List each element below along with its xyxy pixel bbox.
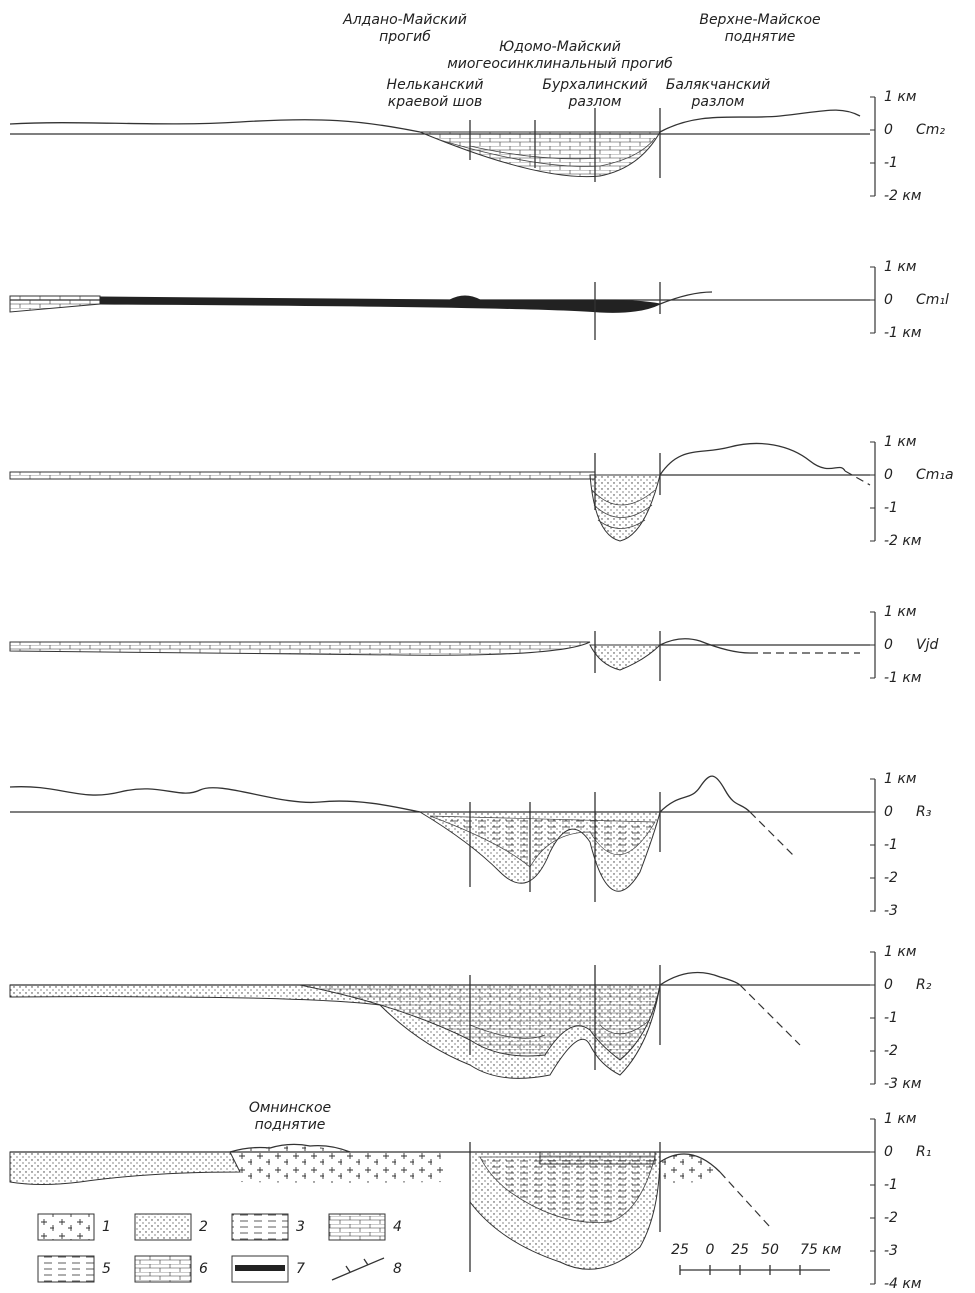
scale-label: 0 bbox=[884, 292, 893, 308]
scale-label: 0 bbox=[884, 467, 893, 483]
formation-label: Vjd bbox=[916, 637, 938, 653]
scale-label: -2 bbox=[884, 1210, 898, 1226]
formation-label: R₁ bbox=[916, 1144, 931, 1160]
structure-label: разлом bbox=[691, 94, 745, 110]
scale-label: 0 bbox=[884, 1144, 893, 1160]
scale-label: -1 bbox=[884, 837, 898, 853]
scale-bar-label: 0 bbox=[706, 1242, 715, 1258]
structure-label: краевой шов bbox=[388, 94, 483, 110]
section-diagram: Алдано-Майскийпрогиб Юдомо-Майскиймиогеос… bbox=[0, 0, 975, 1293]
annotation: Омнинское bbox=[249, 1100, 331, 1116]
scale-label: 1 км bbox=[884, 604, 917, 620]
formation-label: Cm₁a bbox=[916, 467, 954, 483]
formation-label: R₂ bbox=[916, 977, 932, 993]
scale-label: 1 км bbox=[884, 259, 917, 275]
panel-geometry bbox=[10, 282, 870, 340]
scale-bar-label: 25 bbox=[671, 1242, 689, 1258]
legend-number: 7 bbox=[296, 1261, 305, 1277]
scale-label: -3 bbox=[884, 1243, 898, 1259]
formation-label: Cm₂ bbox=[916, 122, 945, 138]
scale-label: 1 км bbox=[884, 89, 917, 105]
structure-label: Юдомо-Майский bbox=[499, 39, 621, 55]
legend-number: 5 bbox=[102, 1261, 111, 1277]
legend-number: 1 bbox=[102, 1219, 111, 1235]
scale-label: -1 км bbox=[884, 670, 922, 686]
scale-label: -3 bbox=[884, 903, 898, 919]
scale-label: -1 bbox=[884, 1177, 898, 1193]
structure-label: Алдано-Майский bbox=[342, 12, 467, 28]
scale-label: 1 км bbox=[884, 1111, 917, 1127]
scale-label: -1 bbox=[884, 155, 898, 171]
scale-label: -3 км bbox=[884, 1076, 922, 1092]
panel-geometry bbox=[10, 965, 870, 1078]
panel-geometry bbox=[10, 108, 870, 182]
scale-bar-label: 75 км bbox=[800, 1242, 842, 1258]
annotation: поднятие bbox=[255, 1117, 326, 1133]
scale-bar-label: 50 bbox=[761, 1242, 779, 1258]
scale-label: 0 bbox=[884, 637, 893, 653]
legend-number: 8 bbox=[393, 1261, 402, 1277]
scale-label: -2 км bbox=[884, 188, 922, 204]
structure-label: Верхне-Майское bbox=[699, 12, 820, 28]
scale-label: -1 bbox=[884, 1010, 898, 1026]
structure-label: Нельканский bbox=[387, 77, 484, 93]
scale-label: 0 bbox=[884, 804, 893, 820]
legend-number: 2 bbox=[199, 1219, 208, 1235]
scale-label: -1 bbox=[884, 500, 898, 516]
scale-label: 0 bbox=[884, 977, 893, 993]
scale-label: 1 км bbox=[884, 944, 917, 960]
scale-label: 1 км bbox=[884, 434, 917, 450]
legend-number: 4 bbox=[393, 1219, 402, 1235]
scale-label: -2 bbox=[884, 870, 898, 886]
scale-label: -2 bbox=[884, 1043, 898, 1059]
scale-bar-label: 25 bbox=[731, 1242, 749, 1258]
structure-label: Балякчанский bbox=[666, 77, 770, 93]
scale-label: -4 км bbox=[884, 1276, 922, 1292]
structure-label: поднятие bbox=[725, 29, 796, 45]
scale-label: -2 км bbox=[884, 533, 922, 549]
structure-label: Бурхалинский bbox=[542, 77, 647, 93]
panel-geometry bbox=[10, 443, 870, 541]
structure-label: миогеосинклинальный прогиб bbox=[447, 56, 673, 72]
scale-label: 1 км bbox=[884, 771, 917, 787]
formation-label: R₃ bbox=[916, 804, 932, 820]
formation-label: Cm₁l bbox=[916, 292, 949, 308]
structure-label: разлом bbox=[568, 94, 622, 110]
structure-label: прогиб bbox=[379, 29, 431, 45]
legend-number: 6 bbox=[199, 1261, 208, 1277]
legend-number: 3 bbox=[296, 1219, 305, 1235]
panel-geometry bbox=[10, 631, 870, 681]
scale-label: -1 км bbox=[884, 325, 922, 341]
panel-geometry bbox=[10, 776, 875, 912]
scale-label: 0 bbox=[884, 122, 893, 138]
